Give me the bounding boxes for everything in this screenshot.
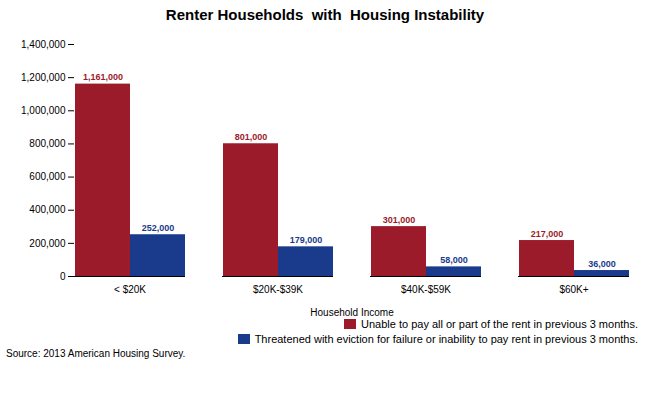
svg-text:< $20K: < $20K <box>114 284 146 295</box>
svg-text:800,000: 800,000 <box>29 138 66 149</box>
svg-text:252,000: 252,000 <box>142 223 175 233</box>
svg-text:217,000: 217,000 <box>531 229 564 239</box>
html-text:Threatened with eviction for f: Threatened with eviction for failure or … <box>254 333 638 345</box>
svg-text:$40K-$59K: $40K-$59K <box>401 284 451 295</box>
svg-text:200,000: 200,000 <box>29 238 66 249</box>
svg-text:179,000: 179,000 <box>290 235 323 245</box>
svg-text:$60K+: $60K+ <box>559 284 588 295</box>
svg-text:36,000: 36,000 <box>588 259 616 269</box>
svg-text:Household Income: Household Income <box>310 307 394 318</box>
svg-text:801,000: 801,000 <box>235 132 268 142</box>
svg-text:600,000: 600,000 <box>29 171 66 182</box>
svg-text:1,200,000: 1,200,000 <box>21 72 66 83</box>
svg-text:400,000: 400,000 <box>29 204 66 215</box>
svg-text:1,400,000: 1,400,000 <box>21 39 66 50</box>
svg-text:1,000,000: 1,000,000 <box>21 105 66 116</box>
svg-text:58,000: 58,000 <box>440 255 468 265</box>
html-text:Source: 2013 American Housing: Source: 2013 American Housing Survey. <box>6 348 186 359</box>
svg-text:0: 0 <box>60 271 66 282</box>
html-text:Unable to pay all or part of t: Unable to pay all or part of the rent in… <box>361 318 638 330</box>
svg-text:301,000: 301,000 <box>383 215 416 225</box>
svg-text:1,161,000: 1,161,000 <box>83 72 123 82</box>
svg-text:$20K-$39K: $20K-$39K <box>253 284 303 295</box>
html-text:Renter Households with Housing: Renter Households with Housing Instabili… <box>165 6 485 23</box>
